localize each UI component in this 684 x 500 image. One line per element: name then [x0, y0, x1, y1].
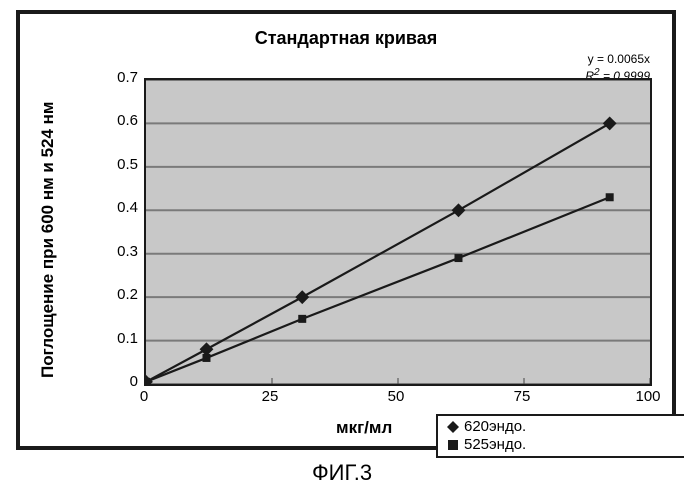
x-tick: 0 — [124, 388, 164, 405]
y-tick: 0.7 — [98, 69, 138, 86]
legend-label: 620эндо. — [464, 418, 526, 436]
x-tick: 75 — [502, 388, 542, 405]
chart-title: Стандартная кривая — [20, 28, 672, 49]
figure-caption: ФИГ.3 — [0, 460, 684, 486]
plot-area — [144, 78, 652, 386]
y-tick: 0.4 — [98, 199, 138, 216]
square-marker-icon — [446, 438, 460, 452]
x-tick: 50 — [376, 388, 416, 405]
y-tick: 0.5 — [98, 156, 138, 173]
diamond-marker-icon — [446, 420, 460, 434]
x-tick: 25 — [250, 388, 290, 405]
legend-label: 525эндо. — [464, 436, 526, 454]
chart-frame: Стандартная кривая y = 0.0065x R2 = 0.99… — [16, 10, 676, 450]
y-tick: 0.6 — [98, 112, 138, 129]
legend: 620эндо.525эндо. — [436, 414, 684, 458]
y-tick: 0.2 — [98, 286, 138, 303]
y-tick: 0.3 — [98, 243, 138, 260]
eq-line-1: y = 0.0065x — [585, 52, 650, 66]
legend-row: 620эндо. — [446, 418, 678, 436]
legend-row: 525эндо. — [446, 436, 678, 454]
y-axis-label: Поглощение при 600 нм и 524 нм — [38, 82, 58, 378]
y-tick: 0.1 — [98, 330, 138, 347]
x-axis-label: мкг/мл — [336, 418, 392, 438]
x-tick: 100 — [628, 388, 668, 405]
